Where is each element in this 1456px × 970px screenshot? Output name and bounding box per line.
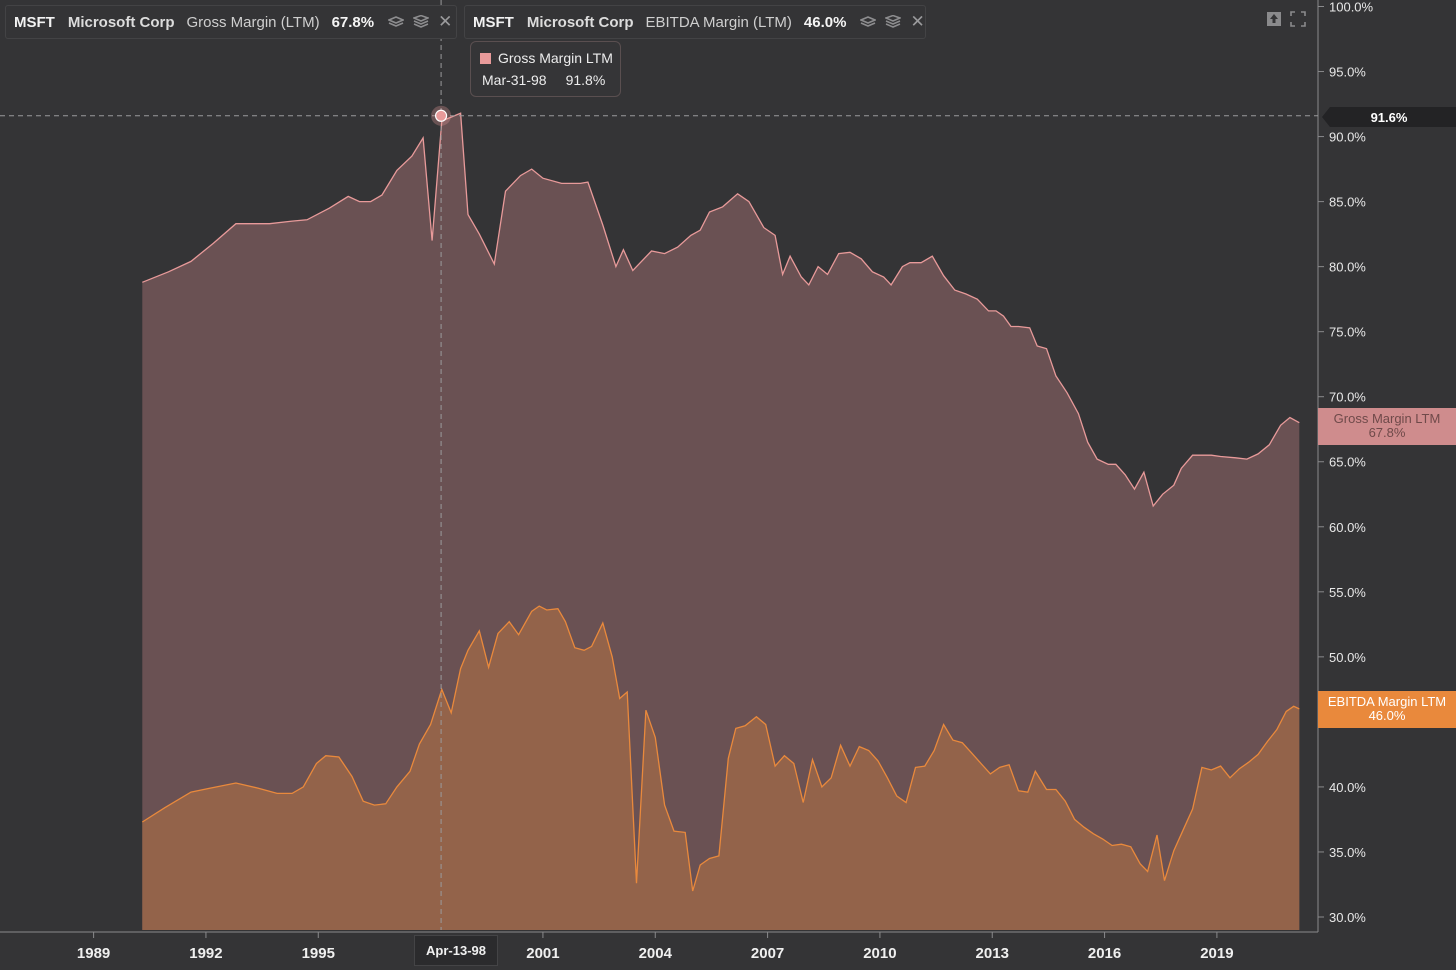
series-name: EBITDA Margin LTM bbox=[1327, 694, 1447, 709]
fullscreen-icon[interactable] bbox=[1290, 11, 1306, 32]
layers-icon[interactable] bbox=[413, 15, 430, 29]
y-tick-label: 100.0% bbox=[1329, 0, 1374, 15]
y-tick-label: 70.0% bbox=[1329, 390, 1366, 405]
y-tick-label: 65.0% bbox=[1329, 455, 1366, 470]
x-tick-label: 1995 bbox=[302, 945, 335, 962]
tooltip-value: 91.8% bbox=[565, 72, 606, 88]
hover-tooltip: Gross Margin LTM Mar-31-98 91.8% bbox=[470, 41, 621, 97]
chart-toolbar bbox=[1266, 11, 1306, 32]
y-tick-label: 40.0% bbox=[1329, 780, 1366, 795]
series-value: 46.0% bbox=[1368, 708, 1406, 723]
legend-chip-gross-margin[interactable]: MSFT Microsoft Corp Gross Margin (LTM) 6… bbox=[5, 5, 457, 39]
ebitda-margin-line[interactable] bbox=[141, 605, 1300, 892]
y-tick-label: 95.0% bbox=[1329, 65, 1366, 80]
x-tick-label: 2007 bbox=[751, 945, 784, 962]
gross-margin-last-value-label: Gross Margin LTM 67.8% bbox=[1318, 408, 1456, 445]
tooltip-series-name: Gross Margin LTM bbox=[498, 50, 613, 66]
ebitda-margin-area bbox=[142, 606, 1300, 930]
y-tick-label: 30.0% bbox=[1329, 910, 1366, 925]
y-tick-label: 35.0% bbox=[1329, 845, 1366, 860]
hover-point[interactable] bbox=[434, 109, 448, 122]
ticker: MSFT bbox=[473, 13, 514, 31]
layers-icon[interactable] bbox=[885, 15, 902, 29]
metric-value: 46.0% bbox=[803, 13, 847, 31]
x-tick-label: 2019 bbox=[1200, 945, 1233, 962]
ticker: MSFT bbox=[14, 13, 55, 31]
legend-chip-ebitda-margin[interactable]: MSFT Microsoft Corp EBITDA Margin (LTM) … bbox=[464, 5, 926, 39]
y-tick-label: 50.0% bbox=[1329, 650, 1366, 665]
x-tick-label: 2004 bbox=[639, 945, 673, 962]
y-tick-label: 80.0% bbox=[1329, 260, 1366, 275]
metric-name: EBITDA Margin (LTM) bbox=[645, 13, 792, 31]
ebitda-margin-last-value-label: EBITDA Margin LTM 46.0% bbox=[1318, 691, 1456, 728]
x-tick-label: 1989 bbox=[77, 945, 110, 962]
company-name: Microsoft Corp bbox=[67, 13, 175, 31]
close-icon[interactable]: ✕ bbox=[438, 12, 453, 31]
crosshair bbox=[0, 0, 1318, 930]
close-icon[interactable]: ✕ bbox=[910, 12, 925, 31]
x-tick-label: 2001 bbox=[526, 945, 559, 962]
y-tick-label: 90.0% bbox=[1329, 130, 1366, 145]
gross-margin-line[interactable] bbox=[142, 112, 1300, 508]
series-swatch bbox=[480, 52, 491, 64]
tooltip-date: Mar-31-98 bbox=[482, 72, 547, 88]
metric-name: Gross Margin (LTM) bbox=[186, 13, 320, 31]
layers-icon[interactable] bbox=[388, 15, 405, 29]
plot-area bbox=[141, 112, 1300, 930]
y-axis: 30.0%35.0%40.0%45.0%50.0%55.0%60.0%65.0%… bbox=[1317, 0, 1374, 932]
y-tick-label: 60.0% bbox=[1329, 520, 1366, 535]
series-name: Gross Margin LTM bbox=[1333, 411, 1441, 426]
series-value: 67.8% bbox=[1368, 425, 1406, 440]
share-icon[interactable] bbox=[1266, 11, 1282, 32]
x-tick-label: 2010 bbox=[863, 945, 896, 962]
x-tick-label: 2013 bbox=[976, 945, 1009, 962]
y-tick-label: 75.0% bbox=[1329, 325, 1366, 340]
y-tick-label: 85.0% bbox=[1329, 195, 1366, 210]
layers-icon[interactable] bbox=[860, 15, 877, 29]
company-name: Microsoft Corp bbox=[526, 13, 634, 31]
crosshair-x-label: Apr-13-98 bbox=[414, 935, 498, 966]
x-axis: 1989 1992 1995 2001 2004 2007 2010 2013 2016 2019 bbox=[0, 931, 1318, 962]
metric-value: 67.8% bbox=[331, 13, 375, 31]
x-tick-label: 1992 bbox=[189, 945, 222, 962]
y-tick-label: 55.0% bbox=[1329, 585, 1366, 600]
crosshair-y-label: 91.6% bbox=[1322, 107, 1456, 127]
x-tick-label: 2016 bbox=[1088, 945, 1121, 962]
